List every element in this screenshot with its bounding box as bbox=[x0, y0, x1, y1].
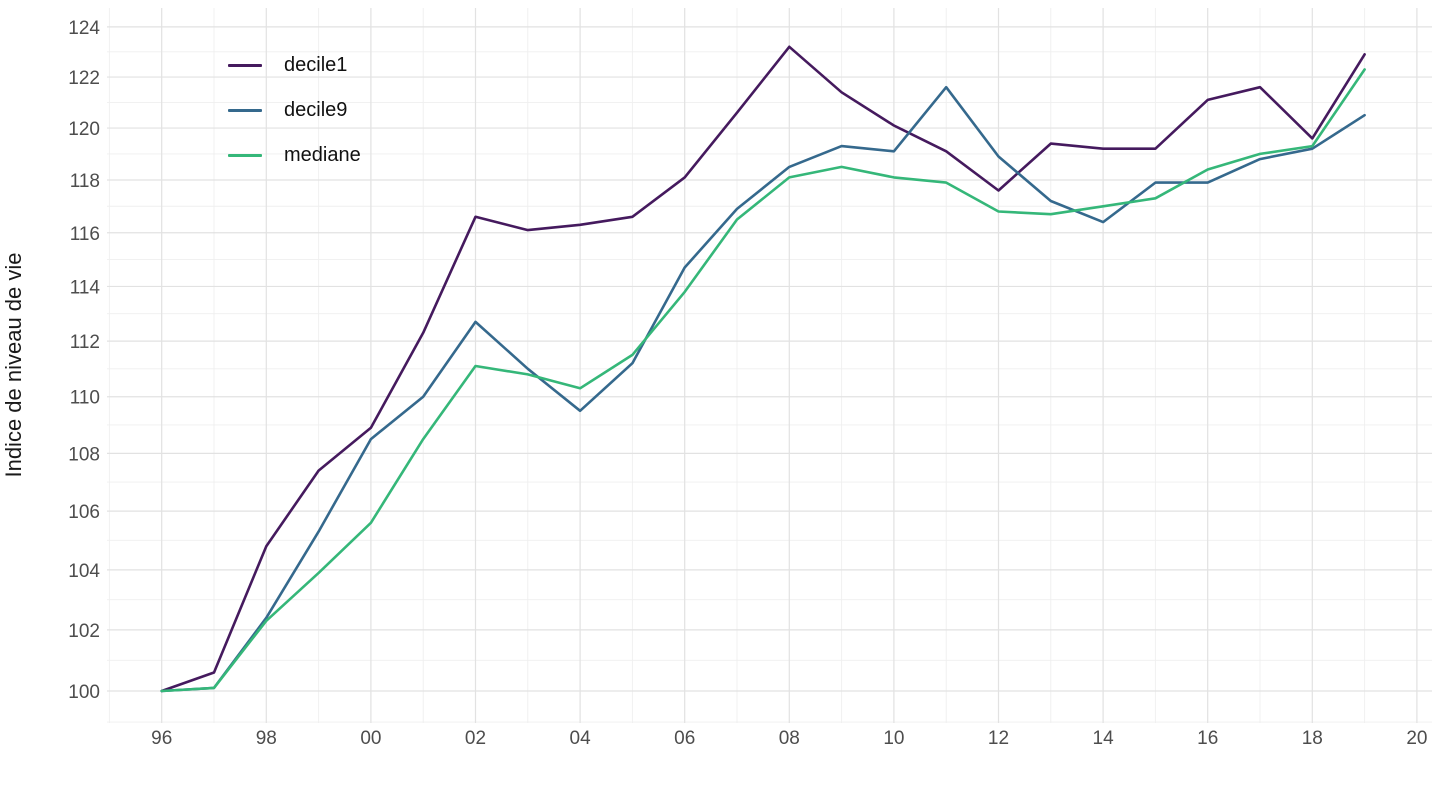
y-axis-title: Indice de niveau de vie bbox=[1, 252, 26, 478]
legend-line-swatch-decile1 bbox=[228, 63, 262, 67]
x-tick-label: 98 bbox=[256, 728, 277, 749]
y-tick-label: 114 bbox=[70, 277, 101, 298]
legend-label: decile1 bbox=[284, 53, 348, 76]
x-tick-label: 18 bbox=[1302, 728, 1323, 749]
legend-item-decile9: decile9 bbox=[228, 97, 361, 123]
y-tick-label: 106 bbox=[68, 502, 100, 523]
y-tick-label: 110 bbox=[70, 388, 100, 409]
y-tick-label: 120 bbox=[68, 119, 100, 140]
y-tick-label: 100 bbox=[68, 682, 100, 703]
legend-item-mediane: mediane bbox=[228, 142, 361, 168]
y-tick-label: 104 bbox=[68, 561, 100, 582]
x-tick-label: 96 bbox=[151, 728, 172, 749]
y-axis-tick-labels: 100 102 104 106 108 110 112 114 116 118 120 122 124 bbox=[68, 18, 100, 703]
x-tick-label: 08 bbox=[779, 728, 800, 749]
x-tick-label: 10 bbox=[883, 728, 904, 749]
legend-item-decile1: decile1 bbox=[228, 52, 361, 78]
x-tick-label: 04 bbox=[570, 728, 592, 749]
y-tick-label: 122 bbox=[68, 68, 100, 89]
x-tick-label: 02 bbox=[465, 728, 486, 749]
y-tick-label: 118 bbox=[70, 171, 100, 192]
x-tick-label: 14 bbox=[1093, 728, 1115, 749]
x-axis-tick-labels: 96 98 00 02 04 06 08 10 12 14 16 18 20 bbox=[151, 728, 1427, 749]
series-line-mediane bbox=[160, 68, 1366, 693]
y-tick-label: 102 bbox=[68, 621, 100, 642]
y-tick-label: 116 bbox=[70, 224, 100, 245]
legend-line-swatch-decile9 bbox=[228, 108, 262, 112]
series-line-decile9 bbox=[160, 85, 1366, 693]
y-tick-label: 108 bbox=[68, 444, 100, 465]
series-lines bbox=[160, 45, 1366, 693]
x-tick-label: 20 bbox=[1406, 728, 1427, 749]
series-line-decile1 bbox=[160, 45, 1366, 693]
x-tick-label: 00 bbox=[360, 728, 381, 749]
x-tick-label: 16 bbox=[1197, 728, 1218, 749]
gridlines-major bbox=[107, 8, 1432, 723]
legend-line-swatch-mediane bbox=[228, 153, 262, 157]
gridlines-minor bbox=[107, 8, 1432, 723]
x-tick-label: 12 bbox=[988, 728, 1009, 749]
y-tick-label: 124 bbox=[68, 18, 100, 39]
x-tick-label: 06 bbox=[674, 728, 695, 749]
y-tick-label: 112 bbox=[70, 332, 100, 353]
legend-label: decile9 bbox=[284, 98, 348, 121]
legend-label: mediane bbox=[284, 143, 361, 166]
legend: decile1 decile9 mediane bbox=[228, 52, 361, 168]
